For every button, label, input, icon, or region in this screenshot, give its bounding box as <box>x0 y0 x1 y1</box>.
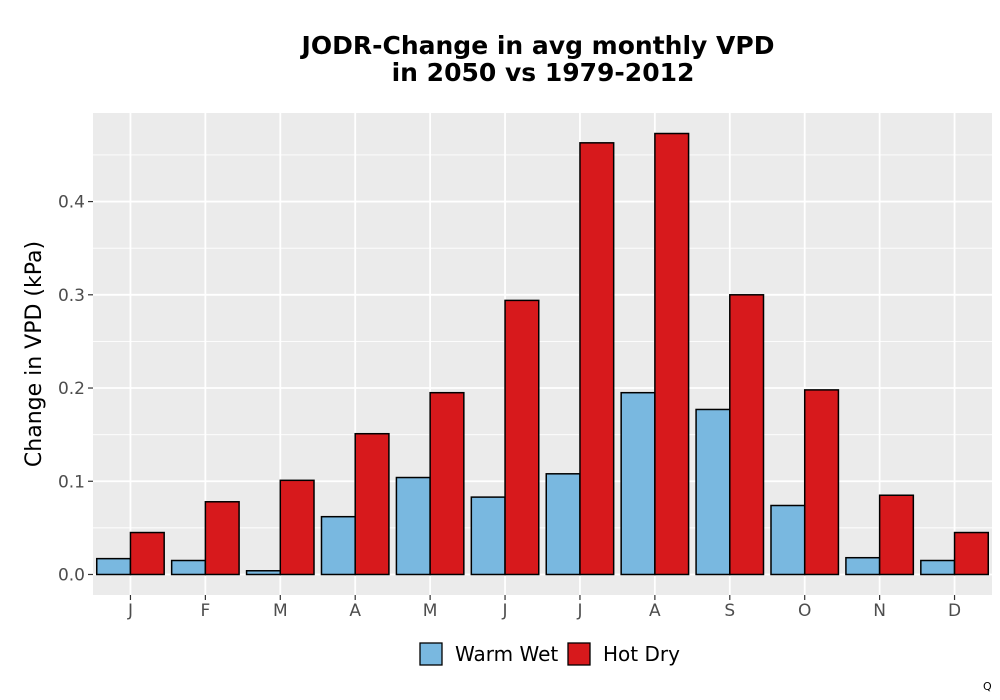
x-tick-label: M <box>423 601 438 621</box>
bar-warm-wet-1 <box>95 557 132 576</box>
bar-hot-dry-6 <box>504 299 540 576</box>
minor-gridlines <box>93 154 992 529</box>
bar-hot-dry-4 <box>354 432 390 576</box>
bar-hot-dry-9 <box>729 294 765 576</box>
bar-warm-wet-8 <box>620 391 656 576</box>
x-tick-label: S <box>724 601 735 621</box>
bar-warm-wet-3 <box>245 570 282 576</box>
bar-hot-dry-3 <box>279 479 315 576</box>
bar-hot-dry-5 <box>429 391 465 576</box>
x-tick-label: O <box>798 601 811 621</box>
plot-panel <box>93 113 992 595</box>
bar-warm-wet-5 <box>395 476 431 576</box>
legend-label-hot-dry: Hot Dry <box>603 642 680 666</box>
corner-note: Q <box>983 680 992 693</box>
x-tick-label: J <box>576 601 582 621</box>
x-tick-label: A <box>649 601 661 621</box>
bar-warm-wet-6 <box>470 496 506 576</box>
bar-hot-dry-2 <box>204 501 240 576</box>
legend: Warm Wet Hot Dry <box>419 642 680 666</box>
bar-warm-wet-7 <box>545 473 581 576</box>
x-tick-label: A <box>349 601 361 621</box>
x-tick-label: N <box>873 601 886 621</box>
y-tick-label: 0.2 <box>58 379 85 399</box>
y-tick-label: 0.4 <box>58 193 85 213</box>
bar-warm-wet-4 <box>320 515 356 576</box>
legend-label-warm-wet: Warm Wet <box>455 642 558 666</box>
y-tick-label: 0.1 <box>58 472 85 492</box>
bar-hot-dry-7 <box>579 142 615 576</box>
x-tick-label: J <box>127 601 133 621</box>
bar-hot-dry-10 <box>803 389 840 576</box>
x-tick-label: J <box>502 601 508 621</box>
chart-title-line-1: JODR-Change in avg monthly VPD <box>300 31 775 60</box>
y-axis-title: Change in VPD (kPa) <box>22 241 47 467</box>
legend-key-hot-dry <box>567 642 591 666</box>
y-tick-label: 0.3 <box>58 286 85 306</box>
bar-warm-wet-10 <box>770 504 806 576</box>
chart-title-line-2: in 2050 vs 1979-2012 <box>392 58 695 87</box>
y-axis: 0.0 0.1 0.2 0.3 0.4 <box>58 193 93 585</box>
bar-warm-wet-11 <box>845 556 881 576</box>
bar-hot-dry-1 <box>129 531 165 576</box>
x-tick-label: F <box>200 601 210 621</box>
legend-key-warm-wet <box>419 642 443 666</box>
x-tick-label: M <box>273 601 288 621</box>
bar-hot-dry-8 <box>654 132 690 576</box>
bar-hot-dry-11 <box>878 494 915 576</box>
bar-warm-wet-2 <box>170 559 207 576</box>
bar-hot-dry-12 <box>953 531 990 576</box>
y-tick-label: 0.0 <box>58 565 85 585</box>
bars <box>95 132 990 576</box>
x-tick-label: D <box>948 601 961 621</box>
bar-warm-wet-12 <box>920 559 956 576</box>
bar-warm-wet-9 <box>695 408 731 576</box>
